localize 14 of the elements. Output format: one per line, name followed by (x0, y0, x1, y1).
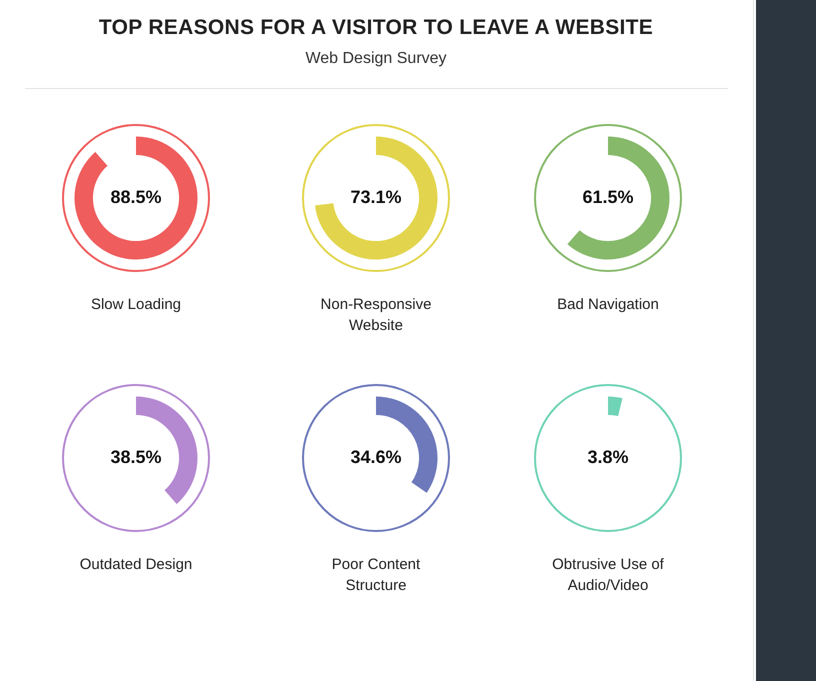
data-label: 73.1% (350, 186, 402, 207)
text: Poor Content Structure (330, 555, 422, 596)
text: Obtrusive Use of Audio/Video (551, 555, 665, 596)
data-label: 34.6% (350, 446, 402, 467)
text: Slow Loading (90, 295, 182, 315)
data-label: 38.5% (110, 446, 162, 467)
text: Bad Navigation (557, 295, 659, 315)
text: Web Design Survey (304, 50, 448, 68)
text: TOP REASONS FOR A VISITOR TO LEAVE A WEBSITE (98, 16, 654, 40)
data-label: 61.5% (582, 186, 634, 207)
text: Outdated Design (80, 555, 192, 575)
data-label: 88.5% (110, 186, 162, 207)
data-label: 3.8% (587, 446, 629, 467)
text: Non-Responsive Website (320, 295, 432, 336)
